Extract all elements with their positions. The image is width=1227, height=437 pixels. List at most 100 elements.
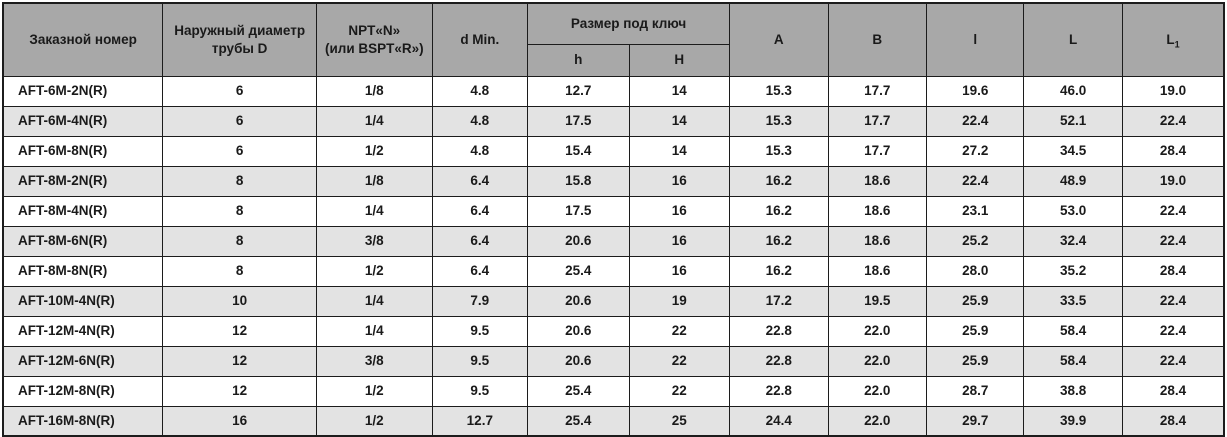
value-cell: 22.4: [1121, 345, 1225, 377]
value-cell: 22: [628, 345, 731, 377]
value-cell: 28.7: [925, 375, 1025, 407]
col-header-a: A: [729, 2, 829, 77]
value-cell: 19.0: [1121, 75, 1225, 107]
table-row: AFT-8M-8N(R) 8 1/2 6.4 25.4 16 16.2 18.6 28.0 35.…: [2, 255, 1225, 287]
col-header-l-lower: l: [925, 2, 1025, 77]
value-cell: 12.7: [527, 75, 630, 107]
col-header-h-lower: h: [527, 43, 630, 77]
value-cell: 32.4: [1023, 225, 1123, 257]
value-cell: 1/4: [316, 285, 433, 317]
col-header-b: B: [827, 2, 927, 77]
value-cell: 46.0: [1023, 75, 1123, 107]
value-cell: 22: [628, 315, 731, 347]
value-cell: 58.4: [1023, 345, 1123, 377]
col-header-l-upper: L: [1023, 2, 1123, 77]
header-row-main: Заказной номер Наружный диаметр трубы D …: [2, 2, 1225, 77]
value-cell: 7.9: [431, 285, 529, 317]
value-cell: 38.8: [1023, 375, 1123, 407]
value-cell: 25.4: [527, 375, 630, 407]
order-number-cell: AFT-8M-2N(R): [2, 165, 164, 197]
value-cell: 17.7: [827, 75, 927, 107]
value-cell: 16: [162, 405, 318, 437]
value-cell: 28.0: [925, 255, 1025, 287]
value-cell: 22.0: [827, 375, 927, 407]
order-number-cell: AFT-8M-6N(R): [2, 225, 164, 257]
value-cell: 6: [162, 105, 318, 137]
col-header-outer-diameter: Наружный диаметр трубы D: [162, 2, 318, 77]
order-number-cell: AFT-6M-8N(R): [2, 135, 164, 167]
value-cell: 12.7: [431, 405, 529, 437]
value-cell: 28.4: [1121, 135, 1225, 167]
table-row: AFT-10M-4N(R) 10 1/4 7.9 20.6 19 17.2 19.5 25.9 3…: [2, 285, 1225, 317]
value-cell: 22.8: [729, 375, 829, 407]
value-cell: 22.0: [827, 345, 927, 377]
value-cell: 22.8: [729, 345, 829, 377]
table-row: AFT-16M-8N(R) 16 1/2 12.7 25.4 25 24.4 22.0 29.7…: [2, 405, 1225, 437]
value-cell: 16: [628, 255, 731, 287]
value-cell: 27.2: [925, 135, 1025, 167]
value-cell: 25.9: [925, 315, 1025, 347]
value-cell: 8: [162, 165, 318, 197]
value-cell: 22.8: [729, 315, 829, 347]
value-cell: 14: [628, 105, 731, 137]
value-cell: 25.4: [527, 405, 630, 437]
table-row: AFT-6M-8N(R) 6 1/2 4.8 15.4 14 15.3 17.7 27.2 34.…: [2, 135, 1225, 167]
value-cell: 22.0: [827, 405, 927, 437]
order-number-cell: AFT-12M-4N(R): [2, 315, 164, 347]
value-cell: 33.5: [1023, 285, 1123, 317]
table-row: AFT-8M-4N(R) 8 1/4 6.4 17.5 16 16.2 18.6 23.1 53.…: [2, 195, 1225, 227]
col-header-order-number: Заказной номер: [2, 2, 164, 77]
value-cell: 19.0: [1121, 165, 1225, 197]
col-header-h-upper: H: [628, 43, 731, 77]
value-cell: 10: [162, 285, 318, 317]
value-cell: 1/8: [316, 165, 433, 197]
table-header: Заказной номер Наружный диаметр трубы D …: [2, 2, 1225, 77]
value-cell: 19.5: [827, 285, 927, 317]
value-cell: 4.8: [431, 105, 529, 137]
order-number-cell: AFT-10M-4N(R): [2, 285, 164, 317]
value-cell: 16.2: [729, 255, 829, 287]
value-cell: 22.4: [1121, 315, 1225, 347]
value-cell: 15.3: [729, 75, 829, 107]
order-number-cell: AFT-12M-6N(R): [2, 345, 164, 377]
value-cell: 6.4: [431, 225, 529, 257]
col-header-thread: NPT«N» (или BSPT«R»): [316, 2, 433, 77]
order-number-cell: AFT-8M-8N(R): [2, 255, 164, 287]
table-row: AFT-12M-8N(R) 12 1/2 9.5 25.4 22 22.8 22.0 28.7 3…: [2, 375, 1225, 407]
value-cell: 17.5: [527, 105, 630, 137]
value-cell: 19: [628, 285, 731, 317]
table-body: AFT-6M-2N(R) 6 1/8 4.8 12.7 14 15.3 17.7 19.6 46.…: [2, 75, 1225, 437]
value-cell: 15.8: [527, 165, 630, 197]
order-number-cell: AFT-16M-8N(R): [2, 405, 164, 437]
value-cell: 16: [628, 225, 731, 257]
value-cell: 19.6: [925, 75, 1025, 107]
value-cell: 25.9: [925, 345, 1025, 377]
value-cell: 18.6: [827, 165, 927, 197]
col-header-d-min: d Min.: [431, 2, 529, 77]
value-cell: 8: [162, 225, 318, 257]
value-cell: 25.9: [925, 285, 1025, 317]
table-row: AFT-6M-4N(R) 6 1/4 4.8 17.5 14 15.3 17.7 22.4 52.…: [2, 105, 1225, 137]
value-cell: 52.1: [1023, 105, 1123, 137]
value-cell: 4.8: [431, 75, 529, 107]
value-cell: 15.4: [527, 135, 630, 167]
value-cell: 28.4: [1121, 375, 1225, 407]
value-cell: 1/2: [316, 135, 433, 167]
value-cell: 23.1: [925, 195, 1025, 227]
col-header-wrench-size: Размер под ключ: [527, 2, 731, 45]
value-cell: 34.5: [1023, 135, 1123, 167]
value-cell: 8: [162, 195, 318, 227]
value-cell: 22.4: [1121, 105, 1225, 137]
value-cell: 16.2: [729, 165, 829, 197]
value-cell: 1/2: [316, 255, 433, 287]
value-cell: 17.7: [827, 105, 927, 137]
value-cell: 58.4: [1023, 315, 1123, 347]
value-cell: 16.2: [729, 195, 829, 227]
value-cell: 24.4: [729, 405, 829, 437]
value-cell: 1/4: [316, 195, 433, 227]
value-cell: 1/4: [316, 105, 433, 137]
value-cell: 20.6: [527, 345, 630, 377]
value-cell: 14: [628, 75, 731, 107]
